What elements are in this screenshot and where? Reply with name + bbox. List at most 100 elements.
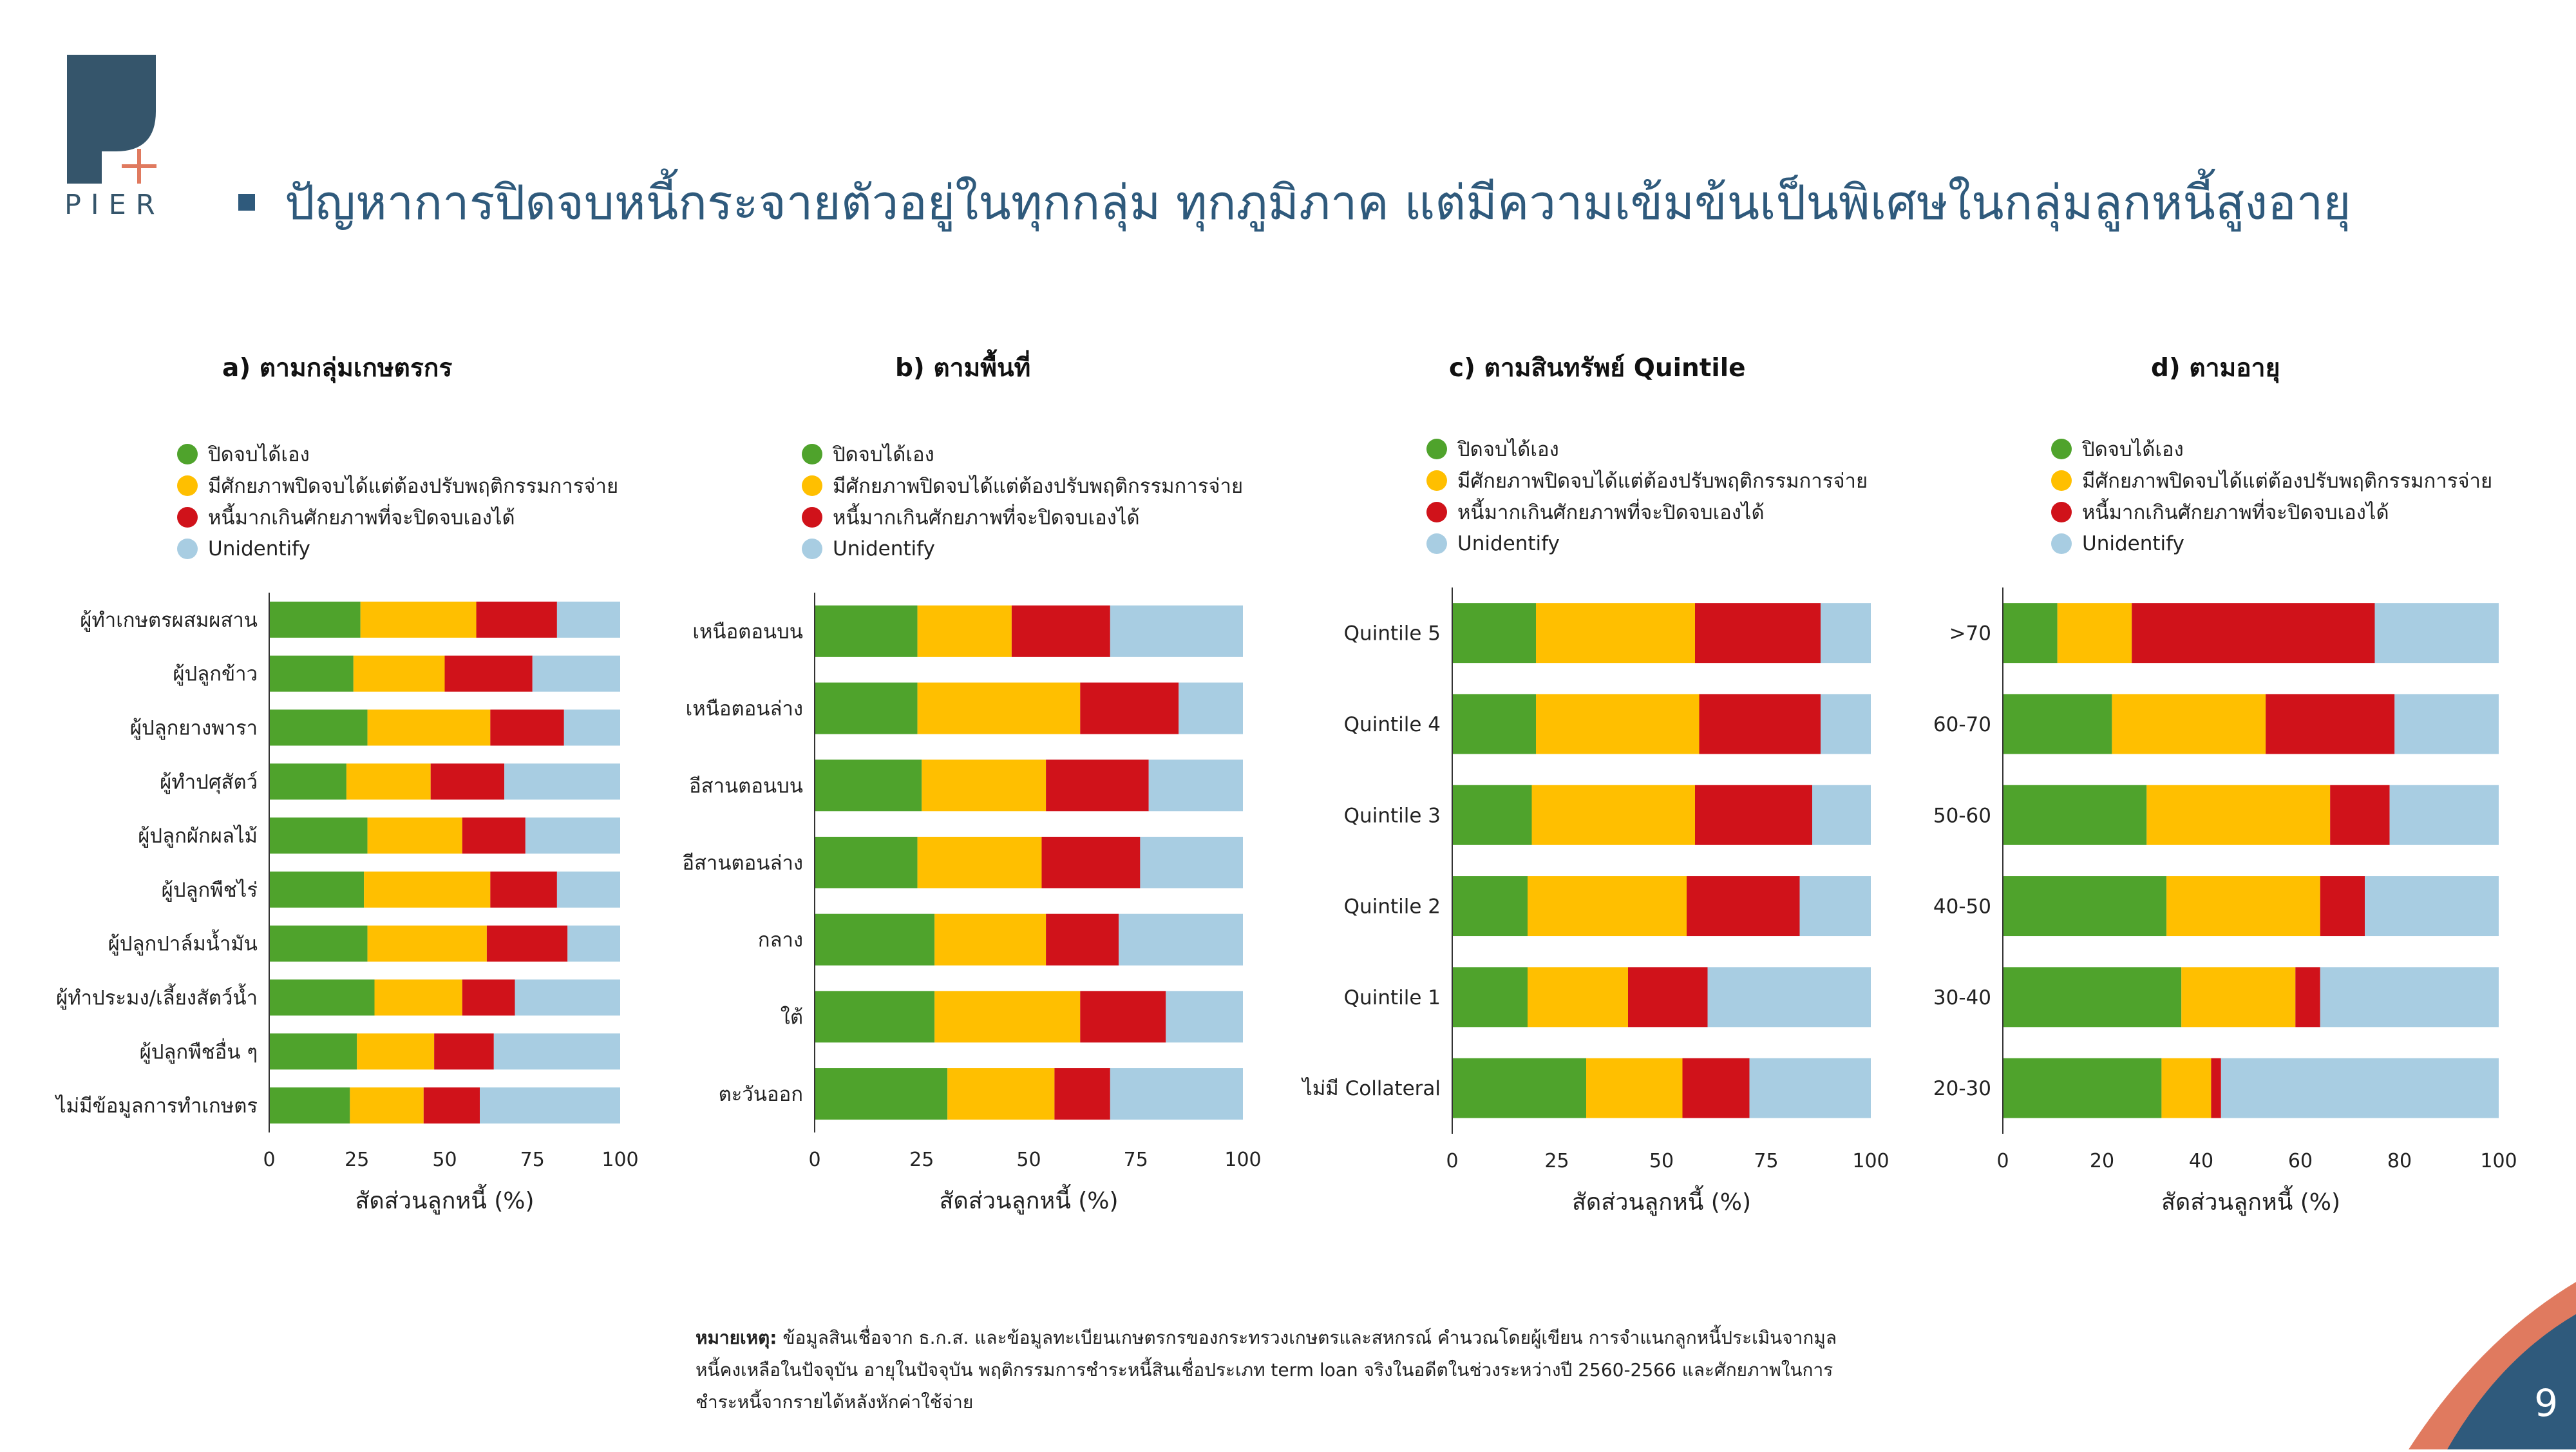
category-label: ใต้ — [781, 1006, 803, 1029]
bar-segment — [2320, 876, 2365, 937]
legend-item: Unidentify — [1426, 528, 1868, 559]
bar-segment — [490, 709, 564, 746]
legend-swatch — [1426, 501, 1447, 522]
bar-segment — [486, 925, 568, 962]
bar-segment — [434, 1033, 494, 1070]
x-tick-label: 80 — [2387, 1150, 2412, 1172]
legend-item: ปิดจบได้เอง — [177, 438, 618, 470]
bar-segment — [922, 759, 1046, 812]
category-label: ผู้ปลูกข้าว — [173, 663, 258, 686]
bar-segment — [556, 871, 620, 908]
legend-swatch — [177, 475, 198, 496]
chart-title: c) ตามสินทรัพย์ Quintile — [1449, 354, 1746, 383]
bar-segment — [423, 1087, 480, 1124]
bar-segment — [1179, 682, 1243, 734]
legend-swatch — [2051, 501, 2072, 522]
bar-segment — [1531, 785, 1695, 845]
x-tick-label: 0 — [1446, 1150, 1458, 1172]
bar-segment — [360, 601, 477, 638]
category-label: Quintile 2 — [1344, 895, 1441, 919]
legend-label: ปิดจบได้เอง — [208, 443, 310, 466]
bar-segment — [1166, 991, 1243, 1043]
bar-segment — [815, 605, 918, 657]
category-label: 30-40 — [1933, 986, 1991, 1009]
legend-label: มีศักยภาพปิดจบได้แต่ต้องปรับพฤติกรรมการจ… — [2082, 469, 2493, 493]
category-label: Quintile 4 — [1344, 713, 1441, 736]
bar-segment — [2003, 785, 2147, 845]
bar-segment — [2365, 876, 2499, 937]
bar-segment — [947, 1068, 1055, 1120]
legend-item: หนี้มากเกินศักยภาพที่จะปิดจบเองได้ — [802, 501, 1243, 533]
category-label: เหนือตอนบน — [692, 620, 803, 644]
bar-segment — [2057, 603, 2132, 664]
bar-segment — [2320, 967, 2499, 1027]
bar-segment — [815, 913, 935, 966]
bar-segment — [1536, 603, 1695, 664]
bar-segment — [462, 817, 526, 854]
category-label: ผู้ทำปศุสัตว์ — [160, 770, 258, 794]
x-tick-label: 0 — [808, 1149, 820, 1171]
legend-label: มีศักยภาพปิดจบได้แต่ต้องปรับพฤติกรรมการจ… — [208, 474, 619, 498]
bar-segment — [934, 913, 1046, 966]
legend-item: ปิดจบได้เอง — [1426, 433, 1868, 464]
legend-item: ปิดจบได้เอง — [802, 438, 1243, 470]
bar-segment — [490, 871, 557, 908]
page-number: 9 — [2534, 1381, 2558, 1425]
bar-segment — [504, 763, 620, 800]
bar-segment — [2146, 785, 2331, 845]
bar-segment — [1452, 785, 1532, 845]
pier-logo: PIER — [64, 55, 167, 222]
category-label: อีสานตอนล่าง — [682, 852, 803, 875]
bar-segment — [353, 655, 445, 692]
bar-segment — [269, 1033, 357, 1070]
legend-label: ปิดจบได้เอง — [1457, 437, 1559, 461]
x-tick-label: 75 — [1754, 1150, 1778, 1172]
legend-swatch — [802, 443, 822, 464]
bar-segment — [364, 871, 491, 908]
pier-logo-mark — [67, 55, 156, 184]
bar-segment — [2166, 876, 2320, 937]
x-tick-label: 50 — [1649, 1150, 1674, 1172]
legend-swatch — [802, 475, 822, 496]
bar-segment — [269, 817, 368, 854]
category-label: 60-70 — [1933, 713, 1991, 736]
chart-legend: ปิดจบได้เองมีศักยภาพปิดจบได้แต่ต้องปรับพ… — [1426, 433, 1868, 559]
bar-segment — [934, 991, 1081, 1043]
stacked-bar-chart-farmer-group: ผู้ทำเกษตรผสมผสานผู้ปลูกข้าวผู้ปลูกยางพา… — [54, 593, 639, 1215]
category-label: Quintile 3 — [1344, 804, 1441, 827]
stacked-bar-chart-region: เหนือตอนบนเหนือตอนล่างอีสานตอนบนอีสานตอน… — [682, 593, 1262, 1215]
category-label: 20-30 — [1933, 1077, 1991, 1100]
legend-label: หนี้มากเกินศักยภาพที่จะปิดจบเองได้ — [833, 506, 1140, 530]
bar-segment — [1452, 694, 1536, 754]
category-label: ผู้ปลูกยางพารา — [130, 717, 258, 740]
bar-segment — [917, 605, 1012, 657]
bar-segment — [2389, 785, 2499, 845]
bar-segment — [815, 991, 935, 1043]
bar-segment — [2161, 1058, 2211, 1118]
bar-segment — [815, 836, 918, 888]
legend-label: Unidentify — [833, 537, 935, 560]
legend-label: ปิดจบได้เอง — [2082, 437, 2184, 461]
legend-item: มีศักยภาพปิดจบได้แต่ต้องปรับพฤติกรรมการจ… — [1426, 464, 1868, 496]
bar-segment — [515, 979, 620, 1016]
bar-segment — [1812, 785, 1871, 845]
bar-segment — [1707, 967, 1871, 1027]
chart-title: d) ตามอายุ — [2151, 354, 2280, 383]
bar-segment — [1628, 967, 1708, 1027]
x-axis-label: สัดส่วนลูกหนี้ (%) — [939, 1183, 1118, 1215]
category-label: อีสานตอนบน — [689, 774, 803, 798]
bar-segment — [269, 763, 346, 800]
bar-segment — [493, 1033, 620, 1070]
bar-segment — [367, 709, 491, 746]
bar-segment — [567, 925, 620, 962]
legend-swatch — [2051, 533, 2072, 554]
x-tick-label: 0 — [263, 1149, 275, 1171]
bar-segment — [1452, 1058, 1586, 1118]
bar-segment — [564, 709, 620, 746]
x-tick-label: 40 — [2189, 1150, 2213, 1172]
bar-segment — [357, 1033, 435, 1070]
bar-segment — [1452, 876, 1528, 937]
bar-segment — [2132, 603, 2375, 664]
stacked-bar-chart-asset-quintile: Quintile 5 Quintile 4 Quintile 3 Quintile 2… — [1300, 587, 1889, 1216]
legend-swatch — [802, 538, 822, 559]
